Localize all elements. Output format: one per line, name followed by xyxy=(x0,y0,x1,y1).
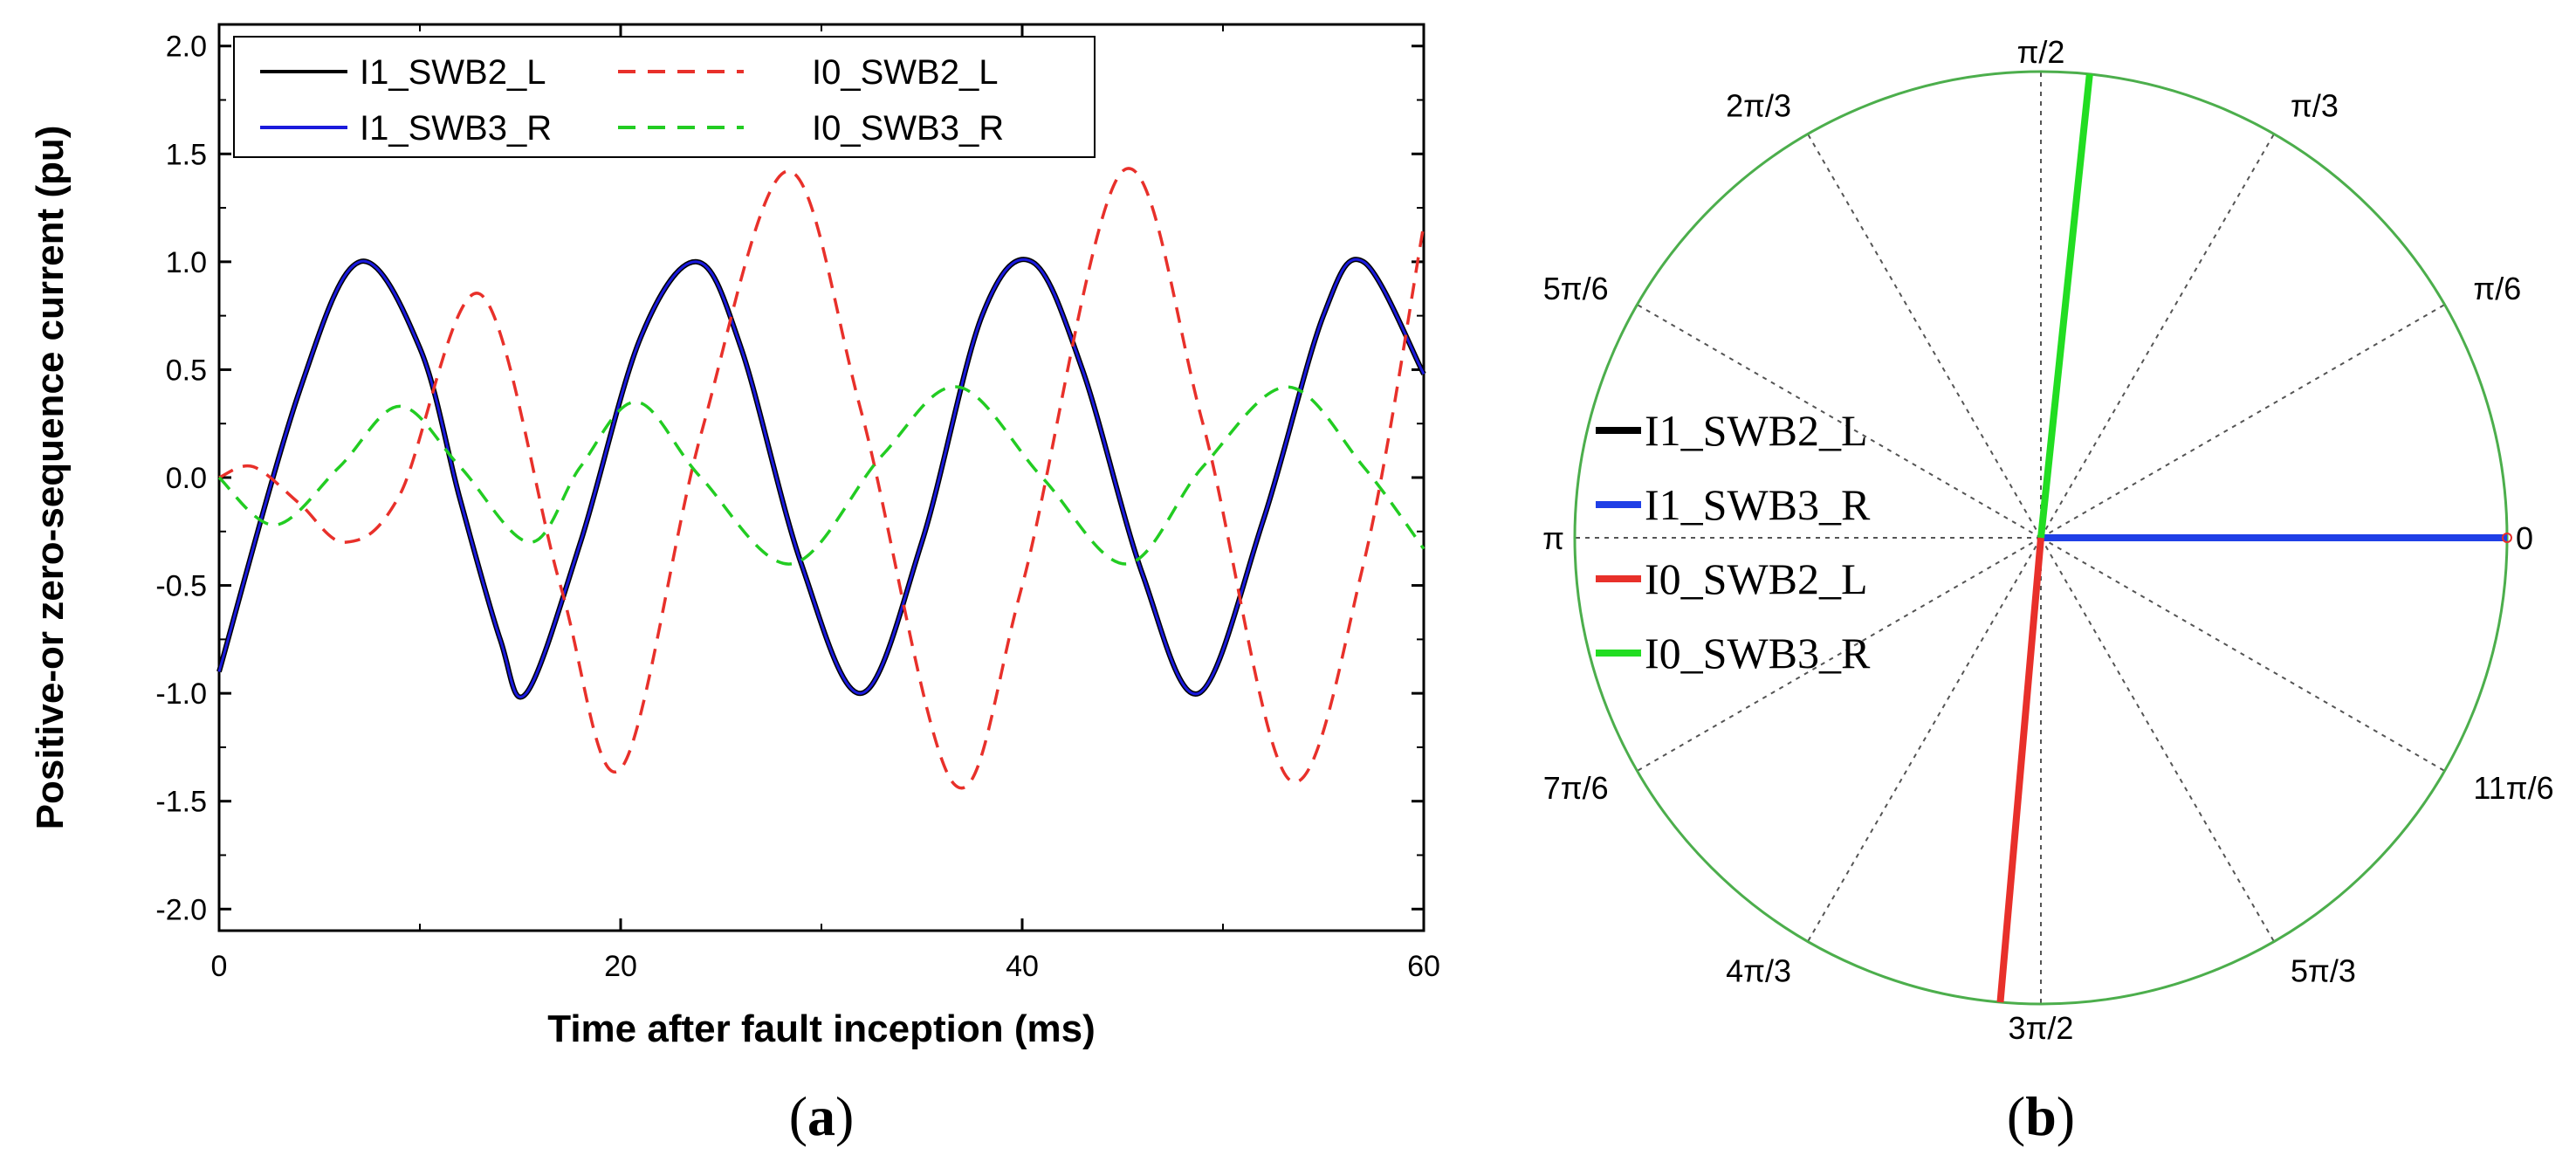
panel-b: 0 π/6 π/3 π/2 2π/3 5π/6 π 7π/6 4π/3 3π/2 5π/3 11π/6… xyxy=(1542,34,2553,1147)
x-axis-ticks: 0 20 40 60 xyxy=(211,24,1440,983)
phasor-lines xyxy=(1996,73,2512,1003)
y-axis-title: Positive-or zero-sequence current (pu) xyxy=(29,126,72,830)
y-axis-ticks: 2.0 1.5 1.0 0.5 0.0 -0.5 -1.0 -1.5 -2.0 xyxy=(155,31,1424,926)
y-tick-label: -2.0 xyxy=(155,893,207,926)
polar-angle-label: π/6 xyxy=(2473,271,2521,306)
polar-spoke xyxy=(2040,537,2275,942)
polar-angle-label: 0 xyxy=(2516,520,2533,556)
polar-angle-label: 4π/3 xyxy=(1726,952,1791,988)
polar-spoke xyxy=(2040,537,2445,772)
caption-b-letter: b xyxy=(2025,1085,2057,1147)
x-axis-title: Time after fault inception (ms) xyxy=(547,1007,1096,1050)
legend-label-i1-swb2-l: I1_SWB2_L xyxy=(360,53,546,92)
y-tick-label: -0.5 xyxy=(155,570,207,603)
series-line-i1-swb2-l xyxy=(216,257,1426,700)
plot-frame xyxy=(217,23,1425,932)
caption-a-letter: a xyxy=(807,1085,835,1147)
polar-angle-label: π xyxy=(1542,520,1564,556)
y-tick-label: -1.5 xyxy=(155,786,207,819)
polar-angle-label: 5π/3 xyxy=(2291,952,2356,988)
polar-angle-label: 11π/6 xyxy=(2473,770,2553,806)
polar-angle-labels: 0 π/6 π/3 π/2 2π/3 5π/6 π 7π/6 4π/3 3π/2 5π/3 11π/6 xyxy=(1542,34,2553,1046)
polar-angle-label: 3π/2 xyxy=(2009,1010,2074,1046)
series-line-i0-swb2-l xyxy=(218,167,1425,790)
polar-spoke xyxy=(2040,304,2445,539)
polar-spoke xyxy=(1637,304,2042,539)
panel-a: 2.01.51.00.50.0-0.5-1.0-1.5-2.0 0 20 40 60 … xyxy=(29,23,1440,1147)
legend-a: I1_SWB2_L I0_SWB2_L I1_SWB3_R I0_SWB3_R xyxy=(233,36,1096,158)
phasor-endpoint-marker xyxy=(2502,533,2512,543)
x-tick-label: 60 xyxy=(1407,950,1440,983)
polar-angle-label: 2π/3 xyxy=(1726,88,1791,124)
x-tick-label: 0 xyxy=(211,950,228,983)
polar-spoke xyxy=(1807,134,2042,539)
series-lines xyxy=(216,167,1426,790)
caption-b: (b) xyxy=(2007,1085,2075,1147)
legend-label-b-i0-swb2-l: I0_SWB2_L xyxy=(1645,554,1868,603)
legend-b: I1_SWB2_L I1_SWB3_R I0_SWB2_L I0_SWB3_R xyxy=(1596,406,1871,677)
y-tick-label: 0.0 xyxy=(166,462,207,495)
legend-label-i0-swb3-r: I0_SWB3_R xyxy=(812,109,1004,148)
phasor-i0-swb3-r xyxy=(2037,73,2093,539)
legend-label-b-i1-swb3-r: I1_SWB3_R xyxy=(1645,480,1871,529)
polar-spoke xyxy=(1807,537,2042,942)
series-line-i1-swb3-r xyxy=(217,258,1425,699)
polar-spoke xyxy=(2040,134,2275,539)
y-tick-label: -1.0 xyxy=(155,677,207,711)
polar-angle-label: π/2 xyxy=(2017,34,2065,70)
polar-spoke xyxy=(1637,537,2042,772)
polar-angle-label: 5π/6 xyxy=(1543,271,1609,306)
y-tick-label: 0.5 xyxy=(166,354,207,387)
legend-label-b-i1-swb2-l: I1_SWB2_L xyxy=(1645,406,1868,455)
phasor-i0-swb2-l xyxy=(1996,537,2044,1003)
x-tick-label: 40 xyxy=(1006,950,1039,983)
polar-angle-label: π/3 xyxy=(2291,88,2339,124)
legend-label-b-i0-swb3-r: I0_SWB3_R xyxy=(1645,629,1871,677)
y-tick-label: 2.0 xyxy=(166,31,207,64)
legend-label-i1-swb3-r: I1_SWB3_R xyxy=(360,109,552,148)
legend-label-i0-swb2-l: I0_SWB2_L xyxy=(812,53,998,92)
y-tick-label: 1.0 xyxy=(166,246,207,279)
caption-a: (a) xyxy=(789,1085,855,1147)
legend-box xyxy=(233,36,1096,158)
polar-angle-label: 7π/6 xyxy=(1543,770,1609,806)
series-line-i0-swb3-r xyxy=(217,385,1425,566)
y-tick-label: 1.5 xyxy=(166,138,207,171)
x-tick-label: 20 xyxy=(604,950,637,983)
